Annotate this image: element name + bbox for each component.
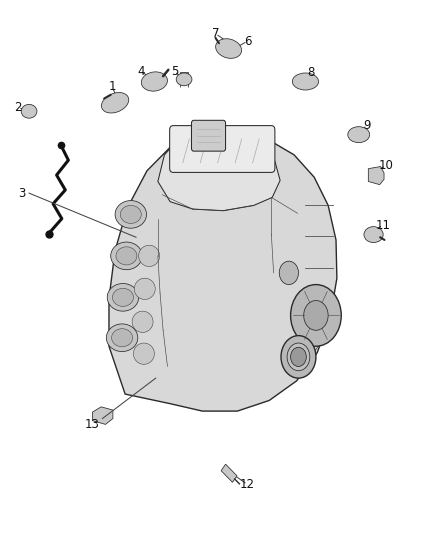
FancyBboxPatch shape: [191, 120, 226, 151]
Circle shape: [290, 285, 341, 346]
Text: 10: 10: [378, 159, 393, 172]
Ellipse shape: [116, 247, 137, 265]
Ellipse shape: [106, 324, 138, 352]
Polygon shape: [92, 407, 113, 424]
Ellipse shape: [139, 245, 159, 266]
Text: 1: 1: [108, 80, 116, 93]
Text: 3: 3: [18, 187, 25, 200]
Ellipse shape: [115, 200, 147, 228]
Circle shape: [290, 348, 306, 367]
Ellipse shape: [176, 73, 192, 86]
Ellipse shape: [348, 127, 370, 143]
Polygon shape: [158, 131, 280, 211]
Ellipse shape: [102, 93, 129, 113]
Text: 5: 5: [171, 65, 178, 78]
Circle shape: [279, 261, 298, 285]
Text: 11: 11: [375, 219, 390, 231]
Ellipse shape: [107, 284, 139, 311]
Ellipse shape: [134, 343, 154, 365]
Ellipse shape: [134, 278, 155, 300]
Text: 13: 13: [85, 418, 100, 431]
Text: 6: 6: [244, 35, 251, 47]
Ellipse shape: [21, 104, 37, 118]
Ellipse shape: [111, 242, 142, 270]
FancyBboxPatch shape: [170, 126, 275, 172]
Ellipse shape: [112, 329, 133, 347]
Ellipse shape: [292, 73, 318, 90]
Polygon shape: [109, 131, 337, 411]
Text: 7: 7: [212, 27, 219, 40]
Circle shape: [287, 343, 310, 370]
Text: 8: 8: [307, 66, 314, 79]
Ellipse shape: [215, 39, 242, 58]
Polygon shape: [368, 166, 384, 184]
Ellipse shape: [364, 227, 383, 243]
Ellipse shape: [113, 288, 134, 306]
Ellipse shape: [141, 72, 167, 91]
Text: 9: 9: [364, 119, 371, 132]
Text: 12: 12: [240, 478, 255, 491]
Polygon shape: [221, 464, 237, 482]
Circle shape: [281, 336, 316, 378]
Text: 4: 4: [138, 65, 145, 78]
Circle shape: [304, 301, 328, 330]
Ellipse shape: [120, 205, 141, 223]
Ellipse shape: [132, 311, 153, 333]
Text: 2: 2: [14, 101, 22, 114]
